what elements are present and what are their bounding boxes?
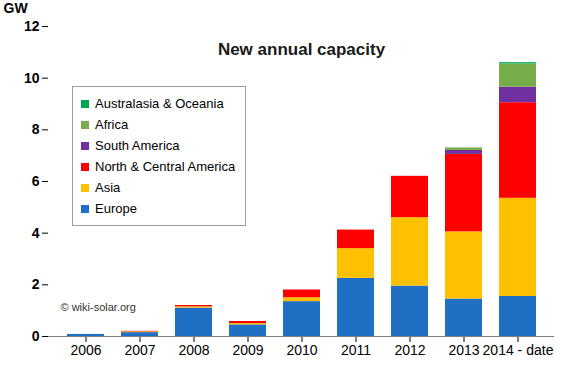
svg-text:2011: 2011 xyxy=(341,342,371,358)
svg-text:2: 2 xyxy=(32,276,40,292)
svg-text:0: 0 xyxy=(32,328,40,344)
svg-text:12: 12 xyxy=(24,18,40,34)
html-text:Asia: Asia xyxy=(95,180,121,195)
svg-text:10: 10 xyxy=(24,70,40,86)
svg-text:2009: 2009 xyxy=(232,342,263,358)
svg-text:2014 - date: 2014 - date xyxy=(483,342,554,358)
svg-text:2013: 2013 xyxy=(448,342,479,358)
svg-text:New annual capacity: New annual capacity xyxy=(218,40,386,59)
html-text:South America: South America xyxy=(95,138,180,153)
svg-text:4: 4 xyxy=(32,225,40,241)
html-text:Africa: Africa xyxy=(95,117,129,132)
svg-text:8: 8 xyxy=(32,121,40,137)
html-text:North & Central America: North & Central America xyxy=(95,159,236,174)
svg-text:6: 6 xyxy=(32,173,40,189)
svg-text:2012: 2012 xyxy=(394,342,425,358)
svg-text:2010: 2010 xyxy=(286,342,317,358)
svg-text:2007: 2007 xyxy=(124,342,155,358)
html-text:Australasia & Oceania: Australasia & Oceania xyxy=(95,96,224,111)
svg-text:GW: GW xyxy=(4,0,29,16)
svg-text:2008: 2008 xyxy=(178,342,209,358)
svg-text:2006: 2006 xyxy=(70,342,101,358)
html-text:Europe: Europe xyxy=(95,201,137,216)
svg-text:© wiki-solar.org: © wiki-solar.org xyxy=(61,301,136,313)
